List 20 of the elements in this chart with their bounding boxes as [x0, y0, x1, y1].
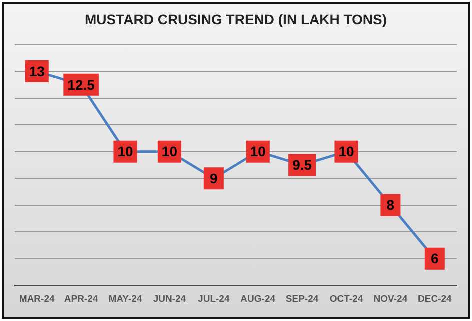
x-tick-label: JUN-24: [153, 294, 187, 305]
x-tick-label: DEC-24: [418, 294, 453, 305]
x-tick-label: NOV-24: [374, 294, 408, 305]
data-label: 6: [431, 250, 439, 267]
data-label: 10: [250, 144, 266, 160]
data-label: 10: [118, 144, 134, 160]
x-tick-label: OCT-24: [330, 294, 364, 305]
x-tick-label: APR-24: [64, 294, 99, 305]
x-tick-label: JUL-24: [198, 294, 230, 305]
x-tick-label: SEP-24: [286, 294, 320, 305]
data-label: 8: [386, 197, 395, 214]
data-label: 13: [29, 63, 46, 80]
x-tick-label: MAR-24: [19, 294, 56, 305]
chart-title: MUSTARD CRUSING TREND (IN LAKH TONS): [84, 11, 388, 28]
x-tick-label: MAY-24: [108, 294, 143, 305]
data-label: 9: [210, 170, 218, 186]
x-tick-label: AUG-24: [240, 294, 276, 305]
data-label: 9.5: [292, 157, 312, 174]
data-label: 10: [338, 144, 354, 160]
data-label: 10: [162, 144, 178, 160]
